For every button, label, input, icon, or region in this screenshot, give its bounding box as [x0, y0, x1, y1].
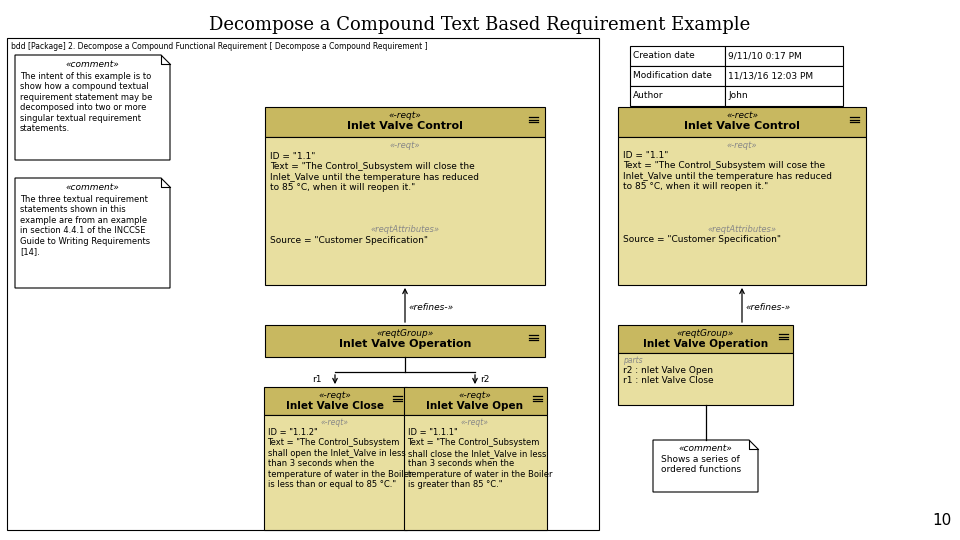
Text: 11/13/16 12:03 PM: 11/13/16 12:03 PM — [728, 71, 813, 80]
Text: ID = "1.1.2"
Text = "The Control_Subsystem
shall open the Inlet_Valve in less
th: ID = "1.1.2" Text = "The Control_Subsyst… — [268, 428, 412, 489]
Text: Inlet Valve Control: Inlet Valve Control — [348, 121, 463, 131]
Text: ID = "1.1"
Text = "The Control_Subsystem will close the
Inlet_Valve until the te: ID = "1.1" Text = "The Control_Subsystem… — [270, 152, 479, 192]
Text: 10: 10 — [933, 513, 952, 528]
Text: «reqtGroup»: «reqtGroup» — [376, 329, 434, 338]
Text: «comment»: «comment» — [65, 60, 119, 69]
Bar — [618, 325, 793, 353]
Text: Source = "Customer Specification": Source = "Customer Specification" — [623, 235, 781, 244]
Text: Inlet Valve Open: Inlet Valve Open — [426, 401, 523, 411]
Bar — [630, 66, 725, 86]
Polygon shape — [15, 178, 170, 288]
Text: Modification date: Modification date — [633, 71, 712, 80]
Bar — [618, 107, 866, 137]
Bar — [265, 325, 545, 357]
Text: parts: parts — [623, 356, 642, 365]
Text: Inlet Valve Operation: Inlet Valve Operation — [643, 339, 768, 349]
Polygon shape — [653, 440, 758, 492]
Text: «reqtAttributes»: «reqtAttributes» — [371, 225, 440, 234]
Text: Inlet Valve Close: Inlet Valve Close — [286, 401, 384, 411]
Text: «comment»: «comment» — [65, 183, 119, 192]
Bar — [725, 46, 843, 66]
Text: «-reqt»: «-reqt» — [389, 111, 421, 120]
Bar — [725, 66, 843, 86]
Text: «-reqt»: «-reqt» — [459, 391, 492, 400]
Text: Author: Author — [633, 91, 663, 100]
Text: Shows a series of
ordered functions: Shows a series of ordered functions — [661, 455, 741, 475]
Text: «-reqt»: «-reqt» — [321, 418, 349, 427]
Bar — [265, 137, 545, 285]
Bar — [618, 137, 866, 285]
Bar — [7, 38, 599, 530]
Text: Inlet Valve Control: Inlet Valve Control — [684, 121, 800, 131]
Text: Inlet Valve Operation: Inlet Valve Operation — [339, 339, 471, 349]
Bar — [725, 86, 843, 106]
Text: The three textual requirement
statements shown in this
example are from an examp: The three textual requirement statements… — [20, 195, 150, 256]
Text: Source = "Customer Specification": Source = "Customer Specification" — [270, 236, 428, 245]
Text: «reqtAttributes»: «reqtAttributes» — [708, 225, 777, 234]
Text: «reqtGroup»: «reqtGroup» — [677, 329, 734, 338]
Text: «-reqt»: «-reqt» — [390, 141, 420, 150]
Bar — [263, 387, 406, 415]
Polygon shape — [15, 55, 170, 160]
Text: «comment»: «comment» — [679, 444, 732, 453]
Text: r2 : nlet Valve Open
r1 : nlet Valve Close: r2 : nlet Valve Open r1 : nlet Valve Clo… — [623, 366, 713, 386]
Text: «-reqt»: «-reqt» — [727, 141, 757, 150]
Text: ID = "1.1"
Text = "The Control_Subsystem will cose the
Inlet_Valve until the tem: ID = "1.1" Text = "The Control_Subsystem… — [623, 151, 832, 191]
Text: Creation date: Creation date — [633, 51, 695, 60]
Text: r1: r1 — [312, 375, 322, 384]
Text: «-reqt»: «-reqt» — [461, 418, 489, 427]
Bar — [630, 86, 725, 106]
Bar — [403, 415, 546, 530]
Text: «-rect»: «-rect» — [726, 111, 758, 120]
Bar — [265, 107, 545, 137]
Text: «-reqt»: «-reqt» — [319, 391, 351, 400]
Bar — [630, 46, 725, 66]
Bar — [263, 415, 406, 530]
Text: The intent of this example is to
show how a compound textual
requirement stateme: The intent of this example is to show ho… — [20, 72, 153, 133]
Text: r2: r2 — [480, 375, 490, 384]
Text: Decompose a Compound Text Based Requirement Example: Decompose a Compound Text Based Requirem… — [209, 16, 751, 34]
Text: 9/11/10 0:17 PM: 9/11/10 0:17 PM — [728, 51, 802, 60]
Text: «refines-»: «refines-» — [745, 303, 790, 312]
Text: ID = "1.1.1"
Text = "The Control_Subsystem
shall close the Inlet_Valve in less
t: ID = "1.1.1" Text = "The Control_Subsyst… — [407, 428, 552, 489]
Text: «refines-»: «refines-» — [408, 303, 453, 312]
Text: John: John — [728, 91, 748, 100]
Bar — [403, 387, 546, 415]
Bar — [618, 353, 793, 405]
Text: bdd [Package] 2. Decompose a Compound Functional Requirement [ Decompose a Compo: bdd [Package] 2. Decompose a Compound Fu… — [11, 42, 427, 51]
